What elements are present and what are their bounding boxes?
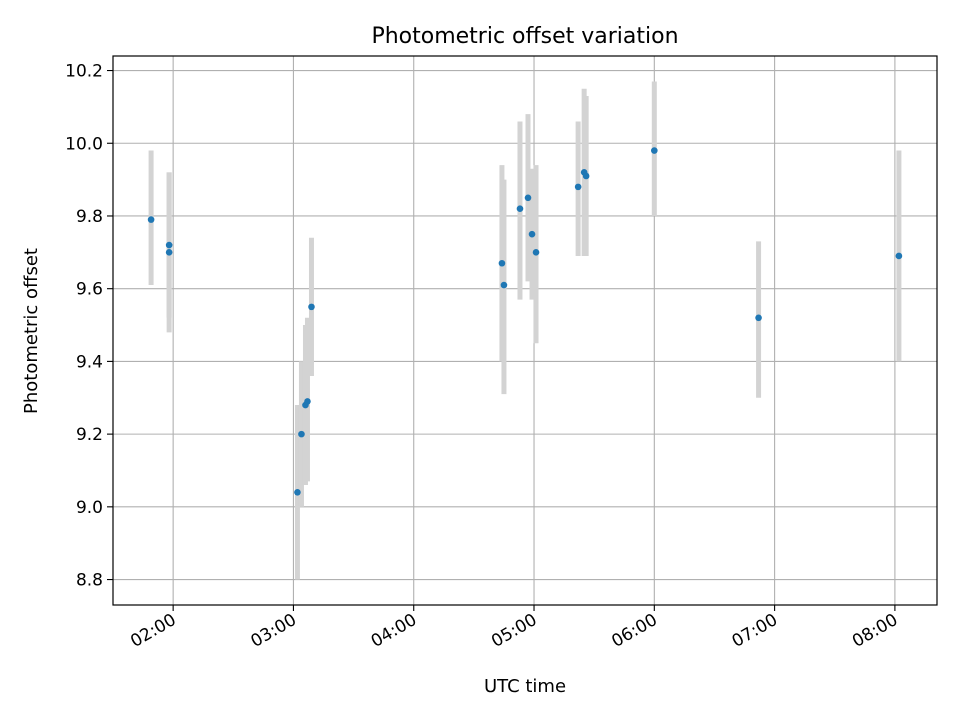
- data-point: [651, 147, 658, 154]
- data-point: [895, 252, 903, 260]
- y-tick-label: 9.0: [76, 498, 103, 518]
- data-point: [755, 314, 762, 322]
- data-point: [574, 183, 582, 191]
- data-point: [147, 216, 155, 223]
- y-tick-label: 9.6: [76, 280, 103, 300]
- y-tick-label: 9.2: [76, 425, 103, 445]
- data-point: [165, 241, 173, 249]
- data-point: [308, 303, 315, 311]
- plot-frame: [112, 55, 938, 606]
- data-point: [294, 488, 301, 496]
- chart-title: Photometric offset variation: [371, 24, 678, 49]
- data-point: [532, 249, 540, 256]
- y-tick-label: 10.2: [65, 62, 103, 82]
- y-tick-label: 9.8: [76, 207, 103, 227]
- grid: [113, 56, 937, 605]
- data-point: [516, 205, 524, 213]
- data-point: [528, 230, 536, 238]
- data-points: [147, 147, 903, 496]
- data-point: [500, 281, 508, 289]
- data-point: [304, 398, 311, 405]
- data-point: [524, 194, 532, 202]
- data-point: [498, 259, 506, 267]
- data-point: [582, 172, 590, 180]
- data-point: [298, 430, 305, 438]
- y-axis-title: Photometric offset: [21, 248, 42, 414]
- x-axis-title: UTC time: [484, 676, 566, 697]
- y-tick-label: 8.8: [76, 571, 103, 591]
- y-axis: 8.8 9.0 9.2 9.4 9.6 9.8 10.0 10.2: [65, 62, 113, 591]
- y-tick-label: 10.0: [65, 134, 103, 154]
- y-tick-label: 9.4: [76, 352, 103, 372]
- data-point: [165, 249, 173, 256]
